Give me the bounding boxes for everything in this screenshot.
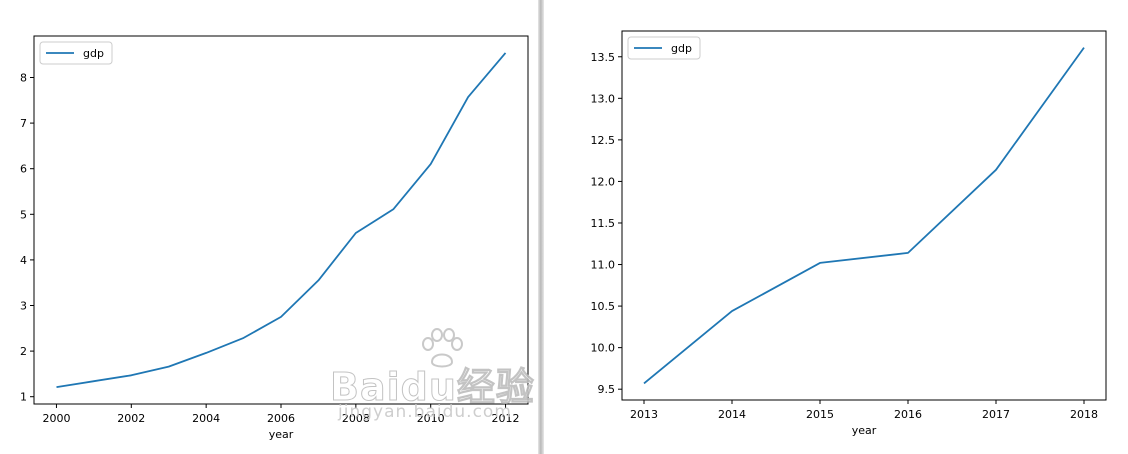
legend-box [627, 36, 701, 60]
y-tick-label: 6 [20, 163, 27, 176]
gdp-chart-2013-2018: 2013 2014 2015 2016 2017 2018 9.5 10.0 10.5 11.0 1… [591, 30, 1107, 437]
x-tick-label: 2018 [1070, 408, 1098, 421]
x-tick-label: 2012 [492, 412, 520, 425]
legend-label: gdp [83, 47, 104, 60]
chart-panel-right: 2013 2014 2015 2016 2017 2018 9.5 10.0 10.5 11.0 1… [544, 0, 1128, 454]
series-line-gdp [643, 47, 1085, 385]
x-tick-label: 2010 [417, 412, 445, 425]
gdp-chart-2000-2012: 2000 2002 2004 2006 2008 2010 2012 1 2 3 4 5 6 7 8 year… [20, 35, 529, 441]
y-tick-label: 11.0 [591, 259, 616, 272]
legend: gdp [627, 36, 701, 60]
y-tick-label: 13.0 [591, 92, 616, 105]
legend-label: gdp [671, 42, 692, 55]
plot-frame [33, 35, 529, 405]
legend-box [39, 41, 113, 65]
x-tick-label: 2006 [267, 412, 295, 425]
y-tick-label: 12.0 [591, 175, 616, 188]
y-tick-label: 12.5 [591, 134, 616, 147]
y-tick-label: 4 [20, 254, 27, 267]
y-tick-label: 5 [20, 208, 27, 221]
x-tick-label: 2015 [806, 408, 834, 421]
x-axis-label: year [852, 424, 877, 437]
x-tick-label: 2016 [894, 408, 922, 421]
y-tick-label: 2 [20, 345, 27, 358]
x-tick-label: 2002 [117, 412, 145, 425]
series-line-gdp [56, 52, 507, 388]
x-tick-label: 2000 [42, 412, 70, 425]
y-tick-label: 9.5 [598, 383, 616, 396]
y-tick-label: 10.5 [591, 300, 616, 313]
panel-divider [538, 0, 544, 454]
y-tick-label: 1 [20, 391, 27, 404]
x-tick-label: 2014 [718, 408, 746, 421]
y-tick-label: 7 [20, 117, 27, 130]
x-axis-label: year [269, 428, 294, 441]
x-tick-label: 2004 [192, 412, 220, 425]
y-tick-label: 3 [20, 300, 27, 313]
y-tick-label: 8 [20, 71, 27, 84]
y-tick-label: 10.0 [591, 342, 616, 355]
x-tick-label: 2017 [982, 408, 1010, 421]
y-tick-label: 11.5 [591, 217, 616, 230]
x-tick-label: 2013 [630, 408, 658, 421]
x-tick-label: 2008 [342, 412, 370, 425]
plot-frame [621, 30, 1107, 401]
legend: gdp [39, 41, 113, 65]
y-tick-label: 13.5 [591, 51, 616, 64]
chart-panel-left: 2000 2002 2004 2006 2008 2010 2012 1 2 3 4 5 6 7 8 year… [0, 0, 538, 454]
